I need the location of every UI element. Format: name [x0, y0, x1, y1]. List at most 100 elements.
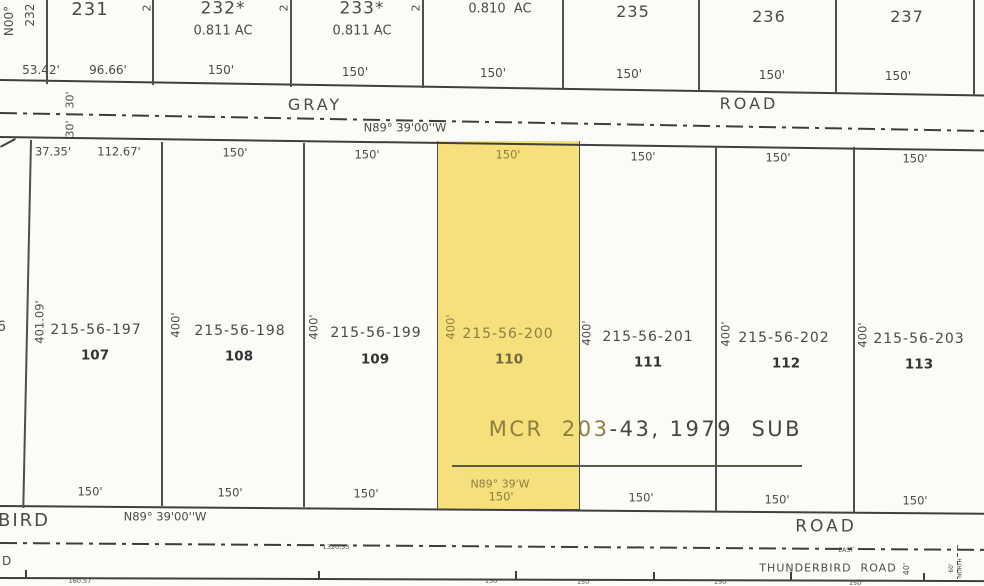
parcel-235-frontage: 150'	[615, 67, 643, 81]
row-offset-dim: 30'	[63, 91, 77, 109]
rear-dim-113: 150'	[902, 493, 928, 508]
parcel-236-number: 236	[752, 7, 786, 26]
row-offset-dim: 30'	[63, 120, 77, 138]
west-edge-partial-apn: 6	[0, 319, 6, 335]
thunderbird-centerline-dim: 1320.53	[322, 542, 350, 551]
strip-tick	[790, 572, 792, 580]
strip-tick	[653, 572, 655, 580]
apn-199: 215-56-199	[330, 325, 422, 341]
front-dim-109: 150'	[354, 147, 380, 162]
thunderbird-centerline	[0, 542, 984, 551]
parcel-231-dim: 96.66'	[89, 63, 127, 77]
apn-197: 215-56-197	[50, 322, 142, 338]
west-dim-108: 400'	[168, 312, 183, 338]
partial-d-label: D	[2, 554, 12, 568]
parcel-234-area: 0.810 AC	[468, 1, 532, 17]
front-dim-110: 150'	[495, 147, 521, 162]
subdivision-label: MCR 203-43, 1979 SUB	[452, 398, 803, 467]
strip-dim: 160.57	[68, 576, 92, 585]
parcel-233-number: 233*	[339, 0, 385, 19]
row-tick-line	[957, 545, 958, 579]
parcel-237-frontage: 150'	[884, 69, 912, 83]
highlighted-parcel-110[interactable]	[437, 141, 580, 510]
parcel-232-number: 232*	[200, 0, 246, 19]
lot-110: 110	[494, 351, 524, 368]
parcel-237-number: 237	[890, 7, 924, 26]
lot-line	[715, 146, 717, 511]
thunderbird-name-right: ROAD	[795, 516, 857, 537]
strip-tick	[515, 571, 517, 579]
west-dim-112: 400'	[718, 321, 733, 347]
top-tick-digit: 2	[140, 4, 154, 12]
lot-line	[698, 0, 700, 91]
parcel-231-number: 231	[71, 0, 109, 20]
north-label: NORTH	[957, 558, 964, 578]
thunderbird-bearing: N89° 39'00''W	[123, 509, 207, 524]
front-dim-111: 150'	[630, 149, 656, 164]
rear-dim-110: 150'	[488, 489, 514, 504]
parcel-235-number: 235	[616, 2, 650, 21]
front-dim-113: 150'	[902, 151, 928, 166]
top-tick-digit: 2	[409, 4, 423, 12]
parcel-231-dim: 53.42'	[22, 63, 60, 77]
apn-202: 215-56-202	[738, 330, 830, 346]
west-dim-110: 400'	[443, 314, 458, 340]
front-dim-107b: 112.67'	[97, 144, 141, 159]
edge-tag-partial: 232	[23, 3, 37, 27]
lot-108: 108	[224, 348, 254, 365]
lot-111: 111	[633, 354, 663, 371]
lot-line	[303, 143, 305, 507]
front-dim-112: 150'	[765, 150, 791, 165]
rear-dim-111: 150'	[628, 490, 654, 505]
lot-line	[290, 0, 292, 87]
strip-tick	[318, 571, 320, 579]
lot-line	[152, 0, 154, 85]
rear-dim-109: 150'	[353, 486, 379, 501]
lot-line	[46, 0, 48, 84]
lot-line	[422, 0, 424, 88]
lot-line	[973, 0, 975, 95]
apn-201: 215-56-201	[602, 329, 694, 345]
dim-40: 40'	[902, 562, 911, 576]
lot-line	[562, 0, 564, 90]
parcel-233-area: 0.811 AC	[332, 23, 392, 39]
west-dim-113: 400'	[855, 322, 870, 348]
rear-dim-107: 150'	[77, 484, 103, 499]
lot-line	[161, 142, 163, 506]
strip-tick	[25, 570, 27, 578]
parcel-236-frontage: 150'	[758, 68, 786, 82]
gray-road-bearing: N89° 39'00''W	[363, 120, 447, 135]
gray-road-name: ROAD	[719, 94, 779, 113]
lot-line	[22, 140, 32, 508]
rear-dim-108: 150'	[217, 485, 243, 500]
front-dim-107a: 37.35'	[34, 144, 72, 159]
corner-wedge-line	[0, 138, 16, 148]
strip-dim: 150'	[484, 576, 500, 585]
subdivision-label-rest: -43, 1979 SUB	[609, 417, 803, 441]
strip-dim: 150'	[576, 577, 592, 586]
apn-203: 215-56-203	[873, 331, 965, 347]
gray-road-centerline	[0, 112, 984, 133]
strip-dim: 150'	[848, 578, 864, 586]
parcel-232-frontage: 150'	[207, 63, 235, 77]
strip-tick	[923, 573, 925, 581]
top-tick-digit: 2	[277, 4, 291, 12]
apn-198: 215-56-198	[194, 323, 286, 339]
subdivision-label-highlight: MCR 203	[488, 417, 610, 441]
dim-60: 60'	[948, 563, 955, 573]
thunderbird-small-name: THUNDERBIRD ROAD	[759, 561, 897, 575]
west-dim-111: 400'	[579, 320, 594, 346]
lot-107: 107	[80, 347, 110, 364]
strip-dim: 150'	[713, 577, 729, 586]
gray-road-name: GRAY	[287, 95, 343, 114]
front-dim-108: 150'	[222, 145, 248, 160]
lot-113: 113	[904, 356, 934, 373]
apn-200: 215-56-200	[462, 326, 554, 342]
rear-dim-112: 150'	[764, 492, 790, 507]
parcel-234-frontage: 150'	[479, 66, 507, 80]
rear-bearing-110: N89° 39'W	[470, 477, 530, 491]
thunderbird-name-partial: BIRD	[0, 510, 51, 531]
west-dim-107: 401.09'	[32, 300, 47, 344]
west-dim-109: 400'	[306, 314, 321, 340]
